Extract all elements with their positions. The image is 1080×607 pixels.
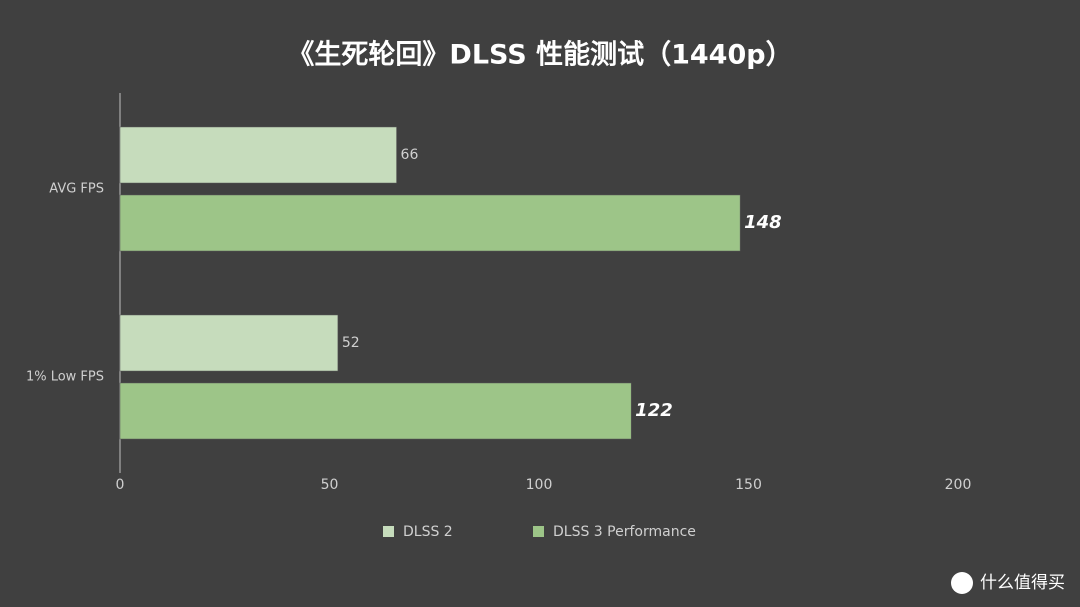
bar: [119, 126, 397, 184]
y-tick-label: AVG FPS: [49, 182, 104, 197]
x-tick-label: 150: [735, 477, 762, 493]
data-label: 122: [635, 400, 673, 421]
data-label: 52: [342, 335, 360, 351]
legend-label: DLSS 2: [403, 524, 453, 540]
legend-swatch: [533, 526, 544, 537]
x-tick-label: 200: [945, 477, 972, 493]
bar: [119, 314, 339, 372]
watermark: 什么值得买: [980, 573, 1065, 593]
watermark-logo: [951, 572, 973, 594]
data-label: 66: [401, 147, 419, 163]
y-tick-label: 1% Low FPS: [26, 370, 104, 385]
bar: [119, 194, 741, 252]
legend-swatch: [383, 526, 394, 537]
data-label: 148: [744, 212, 782, 233]
bar: [119, 382, 632, 440]
x-tick-label: 0: [116, 477, 125, 493]
x-tick-label: 50: [321, 477, 339, 493]
chart-title: 《生死轮回》DLSS 性能测试（1440p）: [287, 39, 792, 71]
x-tick-label: 100: [526, 477, 553, 493]
legend-label: DLSS 3 Performance: [553, 524, 696, 540]
